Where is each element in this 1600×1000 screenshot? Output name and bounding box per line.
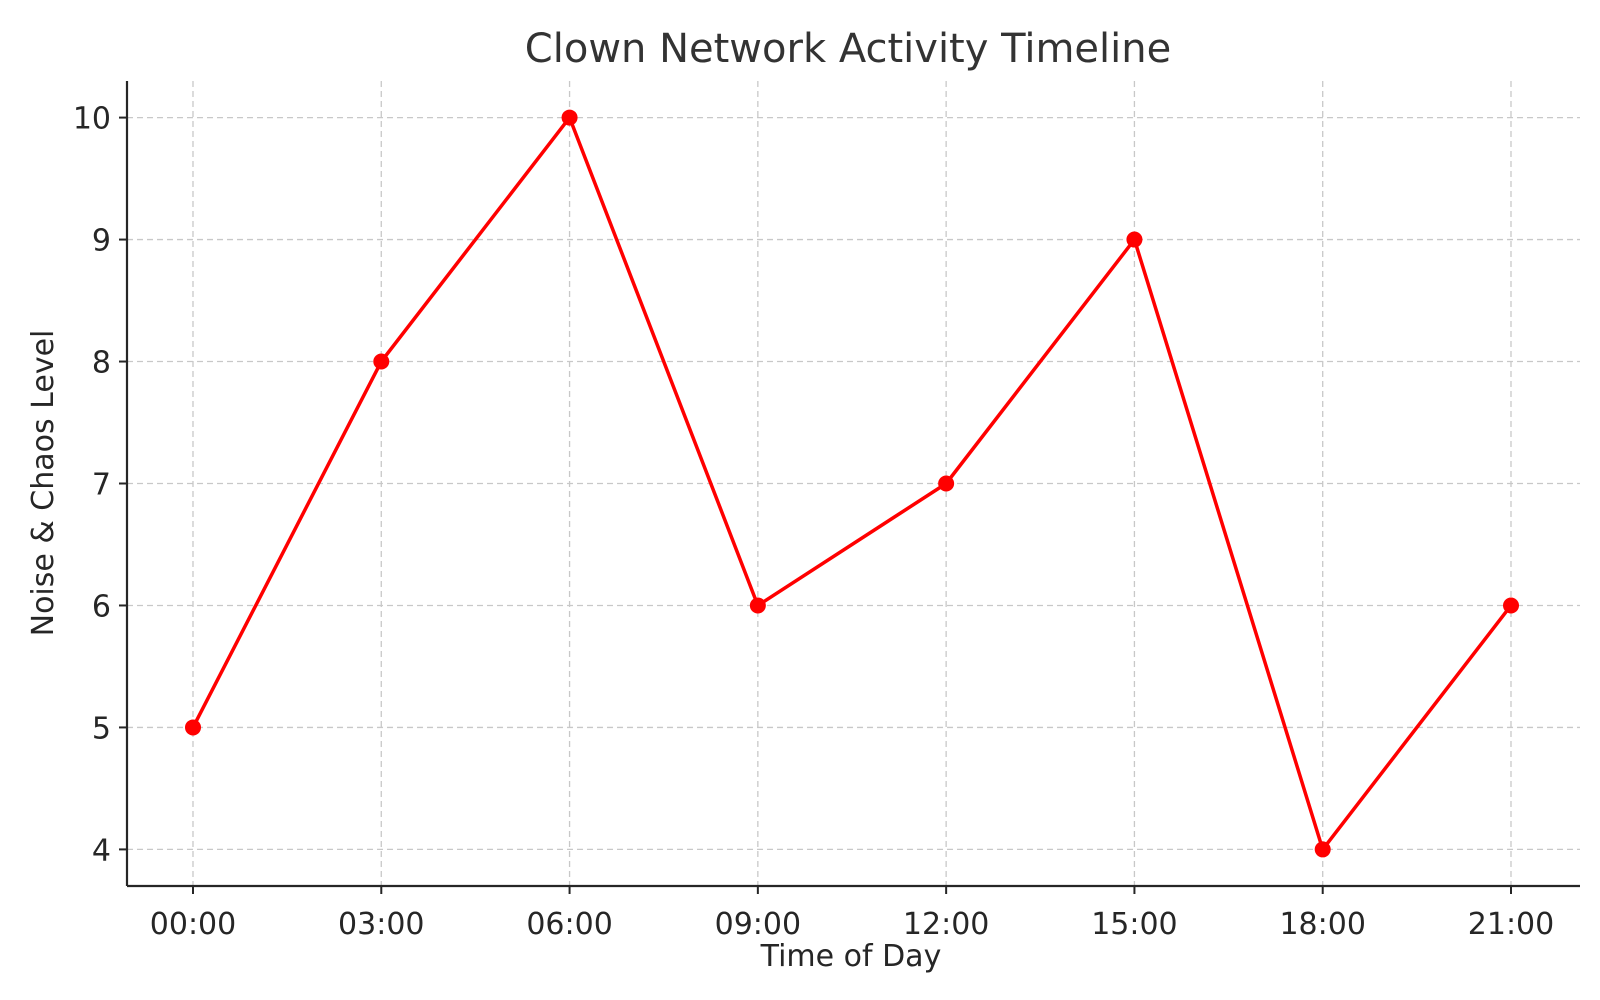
x-tick-label: 21:00 <box>1468 907 1554 942</box>
y-tick-label: 6 <box>92 589 111 624</box>
data-point <box>185 719 201 736</box>
data-point <box>938 475 955 492</box>
x-tick-label: 18:00 <box>1279 907 1365 942</box>
x-tick-label: 15:00 <box>1091 907 1177 942</box>
x-tick-label: 09:00 <box>715 907 801 942</box>
y-tick-label: 5 <box>92 711 111 746</box>
chart-title: Clown Network Activity Timeline <box>525 26 1171 72</box>
y-tick-label: 4 <box>92 833 111 868</box>
data-point <box>1126 231 1143 248</box>
data-point <box>561 109 578 126</box>
x-tick-label: 06:00 <box>526 907 612 942</box>
y-tick-label: 8 <box>92 346 111 381</box>
y-tick-label: 9 <box>92 224 111 259</box>
data-point <box>1314 841 1331 858</box>
x-tick-label: 12:00 <box>903 907 989 942</box>
grid-lines <box>127 81 1580 886</box>
data-point <box>1503 597 1519 614</box>
x-axis-ticks: 00:00 03:00 06:00 09:00 12:00 15:00 18:00 21:00 <box>150 886 1554 942</box>
series-group <box>185 109 1519 858</box>
x-axis-label: Time of Day <box>760 939 942 974</box>
data-point <box>749 597 766 614</box>
y-axis-ticks: 4 5 6 7 8 9 10 <box>73 102 127 868</box>
x-tick-label: 03:00 <box>338 907 424 942</box>
y-tick-label: 10 <box>73 102 111 137</box>
x-tick-label: 00:00 <box>150 907 236 942</box>
y-tick-label: 7 <box>92 468 111 503</box>
data-point <box>373 353 390 370</box>
y-axis-label: Noise & Chaos Level <box>26 330 61 637</box>
series-line <box>191 115 1513 852</box>
